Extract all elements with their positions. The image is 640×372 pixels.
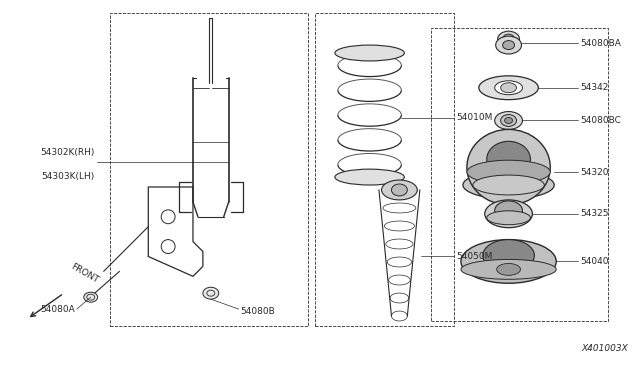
Text: 54080BA: 54080BA [580, 39, 621, 48]
Ellipse shape [495, 112, 522, 129]
Text: FRONT: FRONT [69, 262, 100, 285]
Text: 54303K(LH): 54303K(LH) [42, 172, 95, 181]
Text: X401003X: X401003X [581, 344, 628, 353]
Text: 54302K(RH): 54302K(RH) [40, 148, 95, 157]
Ellipse shape [467, 160, 550, 184]
Ellipse shape [467, 129, 550, 205]
Bar [431, 28, 608, 321]
Ellipse shape [502, 41, 515, 49]
Ellipse shape [335, 169, 404, 185]
Bar [109, 13, 308, 326]
Ellipse shape [483, 240, 534, 271]
Ellipse shape [498, 31, 520, 47]
Ellipse shape [487, 141, 531, 177]
Bar [315, 13, 454, 326]
Text: 54320: 54320 [580, 168, 609, 177]
Ellipse shape [500, 115, 516, 126]
Ellipse shape [479, 76, 538, 100]
Ellipse shape [381, 180, 417, 200]
Text: 54050M: 54050M [456, 252, 492, 261]
Ellipse shape [335, 45, 404, 61]
Text: 54080BC: 54080BC [580, 116, 621, 125]
Ellipse shape [473, 175, 544, 195]
Ellipse shape [84, 292, 98, 302]
Text: 54010M: 54010M [456, 113, 492, 122]
Text: 54342: 54342 [580, 83, 609, 92]
Ellipse shape [500, 83, 516, 93]
Ellipse shape [461, 240, 556, 283]
Text: 54080A: 54080A [40, 305, 75, 314]
Ellipse shape [502, 34, 515, 44]
Ellipse shape [495, 201, 522, 221]
Text: 54325: 54325 [580, 209, 609, 218]
Text: 54080B: 54080B [241, 307, 275, 315]
Ellipse shape [497, 263, 520, 275]
Ellipse shape [463, 171, 554, 199]
Ellipse shape [487, 211, 531, 225]
Text: 54040: 54040 [580, 257, 609, 266]
Ellipse shape [504, 118, 513, 124]
Ellipse shape [461, 259, 556, 279]
Ellipse shape [392, 184, 407, 196]
Ellipse shape [484, 200, 532, 228]
Ellipse shape [495, 36, 522, 54]
Ellipse shape [203, 287, 219, 299]
Ellipse shape [495, 81, 522, 95]
